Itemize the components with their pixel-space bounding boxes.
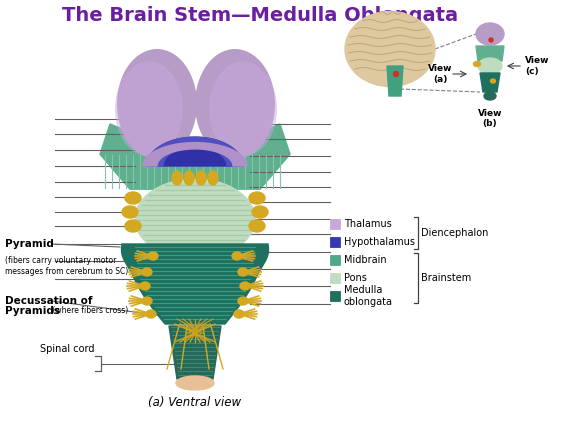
Ellipse shape <box>125 192 141 204</box>
Ellipse shape <box>252 206 268 218</box>
Ellipse shape <box>491 79 495 83</box>
Ellipse shape <box>238 297 248 305</box>
Ellipse shape <box>195 49 275 159</box>
Ellipse shape <box>115 62 183 156</box>
Text: Medulla
oblongata: Medulla oblongata <box>344 285 393 307</box>
Polygon shape <box>143 143 247 166</box>
Bar <box>330 255 340 265</box>
Ellipse shape <box>345 12 435 87</box>
Text: Hypothalamus: Hypothalamus <box>344 237 415 247</box>
Bar <box>330 219 340 229</box>
Ellipse shape <box>249 192 265 204</box>
Text: View
(a): View (a) <box>428 64 452 84</box>
Text: (a) Ventral view: (a) Ventral view <box>148 396 241 408</box>
Ellipse shape <box>196 171 206 185</box>
Polygon shape <box>200 124 290 189</box>
Polygon shape <box>480 73 500 92</box>
Polygon shape <box>100 154 290 189</box>
Ellipse shape <box>176 376 214 390</box>
Ellipse shape <box>234 310 244 318</box>
Ellipse shape <box>117 49 197 159</box>
Ellipse shape <box>249 220 265 232</box>
Ellipse shape <box>142 268 152 276</box>
Ellipse shape <box>208 171 218 185</box>
Polygon shape <box>100 124 190 189</box>
Ellipse shape <box>142 297 152 305</box>
Ellipse shape <box>473 62 480 67</box>
Ellipse shape <box>140 282 150 290</box>
Text: Pyramids: Pyramids <box>5 306 60 316</box>
Polygon shape <box>169 326 221 379</box>
Text: (where fibers cross): (where fibers cross) <box>50 306 128 316</box>
Ellipse shape <box>148 252 158 260</box>
Polygon shape <box>122 244 269 324</box>
Text: Decussation of: Decussation of <box>5 296 92 306</box>
Text: Diencephalon: Diencephalon <box>421 228 488 238</box>
Text: Pons: Pons <box>344 273 367 283</box>
Ellipse shape <box>489 38 493 42</box>
Text: The Brain Stem—Medulla Oblongata: The Brain Stem—Medulla Oblongata <box>62 6 458 25</box>
Ellipse shape <box>184 171 194 185</box>
Text: Thalamus: Thalamus <box>344 219 392 229</box>
Ellipse shape <box>125 220 141 232</box>
Bar <box>330 291 340 301</box>
Bar <box>330 273 340 283</box>
Ellipse shape <box>393 71 398 76</box>
Ellipse shape <box>240 282 250 290</box>
Ellipse shape <box>238 268 248 276</box>
Ellipse shape <box>476 23 504 45</box>
Polygon shape <box>147 137 243 166</box>
Text: (fibers carry voluntary motor
messages from cerebrum to SC): (fibers carry voluntary motor messages f… <box>5 256 128 276</box>
Polygon shape <box>476 46 504 61</box>
Bar <box>330 237 340 247</box>
Text: Midbrain: Midbrain <box>344 255 387 265</box>
Polygon shape <box>387 66 403 96</box>
Ellipse shape <box>232 252 242 260</box>
Ellipse shape <box>209 62 277 156</box>
Text: Brainstem: Brainstem <box>421 273 471 283</box>
Ellipse shape <box>146 310 156 318</box>
Text: View
(c): View (c) <box>525 56 549 75</box>
Polygon shape <box>147 137 243 166</box>
Ellipse shape <box>135 179 255 259</box>
Text: View
(b): View (b) <box>478 109 502 128</box>
Ellipse shape <box>122 206 138 218</box>
Ellipse shape <box>478 58 502 74</box>
Text: Spinal cord: Spinal cord <box>40 344 95 354</box>
Ellipse shape <box>484 92 496 100</box>
Ellipse shape <box>172 171 182 185</box>
Text: Pyramid: Pyramid <box>5 239 54 249</box>
